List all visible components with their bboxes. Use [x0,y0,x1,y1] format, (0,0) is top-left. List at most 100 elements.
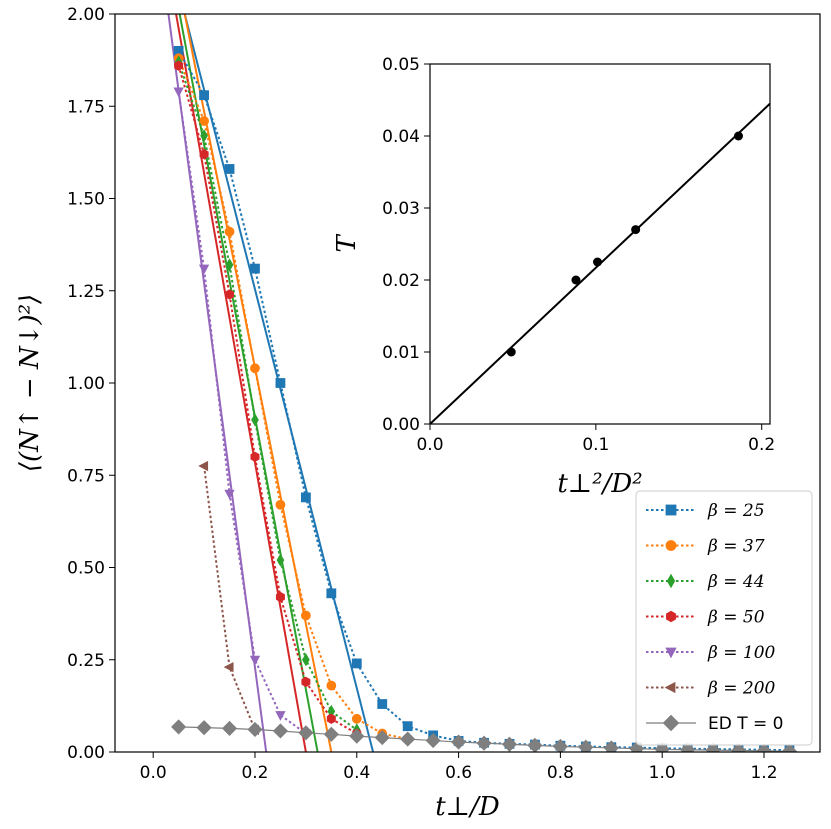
y-tick-label: 0.75 [67,466,105,486]
y-tick-label: 1.00 [67,374,105,394]
inset-x-axis-label: t⊥²/D² [557,469,642,499]
inset-y-tick-label: 0.00 [382,415,420,435]
y-tick-label: 1.50 [67,190,105,210]
data-point [300,610,311,621]
data-point [275,711,286,721]
y-tick-label: 0.25 [67,651,105,671]
data-point [275,499,286,510]
inset-plot: 0.0 0.1 0.2 0.00 0.01 0.02 0.03 0.04 0.05 t⊥²/D… [332,55,775,499]
legend-marker [664,681,676,694]
data-point [425,732,441,749]
fit-line-series-3 [175,14,307,752]
main-plot: 0.0 0.2 0.4 0.6 0.8 1.0 1.2 0.00 0.25 0.50 0.75 1.… [15,5,821,822]
legend-entry: β = 44 [646,572,765,592]
x-tick-label: 1.2 [750,763,777,783]
y-tick-label: 0.00 [67,743,105,763]
data-point [225,258,234,272]
data-point [402,721,413,732]
legend-label: β = 200 [707,679,776,699]
data-point [705,742,721,752]
data-point [323,726,339,742]
inset-y-tick-label: 0.02 [382,271,420,291]
legend-label: β = 37 [707,537,765,557]
legend-entry: β = 200 [646,679,776,699]
data-point [249,655,261,666]
series-3 [174,60,362,739]
legend-entry: ED T = 0 [646,714,784,734]
series-2 [174,55,361,737]
data-point [603,740,619,752]
data-point [199,116,209,126]
data-point [275,378,286,388]
data-point [326,680,337,691]
data-point [221,720,238,736]
inset-y-tick-label: 0.01 [382,343,420,363]
legend-label: β = 25 [707,501,765,521]
inset-y-tick-label: 0.03 [382,199,420,219]
data-point [351,658,362,669]
data-point [351,713,362,724]
data-point [730,742,747,752]
data-point [223,661,234,673]
data-point [451,734,467,750]
legend-marker [666,610,676,623]
main-y-axis: 0.00 0.25 0.50 0.75 1.00 1.25 1.50 1.75 2.00 [67,5,115,763]
data-point [301,676,311,688]
series-line-5 [203,465,256,731]
legend-box [635,490,813,746]
legend-marker [662,714,680,732]
legend: β = 25 β = 37 β = 44 β = 50 β = 100 β = 200 ED… [635,490,813,746]
data-point [272,723,288,739]
inset-series-layer [430,102,770,424]
data-point [200,129,208,143]
inset-x-axis: 0.0 0.1 0.2 [416,424,775,455]
inset-background [430,64,770,424]
legend-marker [665,504,677,516]
data-point [250,263,260,274]
series-line-2 [177,61,358,731]
series-5 [198,460,259,736]
data-point [756,743,772,752]
x-tick-label: 0.0 [140,763,167,783]
x-tick-label: 0.6 [445,763,472,783]
series-line-3 [177,65,358,735]
x-tick-label: 1.0 [649,763,676,783]
inset-data-point [631,225,641,235]
data-point [374,730,390,746]
legend-entry: β = 25 [646,501,765,521]
inset-x-tick-label: 0.0 [416,435,443,455]
data-point [300,492,311,503]
data-point [251,413,259,427]
x-tick-label: 0.2 [241,763,268,783]
inset-y-axis: 0.00 0.01 0.02 0.03 0.04 0.05 [382,55,430,435]
legend-marker [665,647,677,659]
data-point [198,460,209,472]
data-point [171,719,187,735]
data-point [275,591,285,603]
inset-data-point [593,257,603,267]
data-point [400,731,416,747]
data-point [225,289,235,300]
main-y-axis-label: ⟨(N↑ − N↓)²⟩ [15,294,45,472]
data-point [552,738,568,752]
legend-entry: β = 100 [646,643,776,663]
data-point [629,741,645,752]
series-6 [171,719,798,752]
data-point [250,363,260,374]
series-4 [173,87,312,740]
inset-x-tick-label: 0.2 [748,435,775,455]
legend-marker [666,573,676,589]
inset-data-point [506,347,516,357]
x-tick-label: 0.8 [547,763,574,783]
y-tick-label: 0.50 [67,559,105,579]
main-x-axis: 0.0 0.2 0.4 0.6 0.8 1.0 1.2 [140,752,778,783]
data-point [680,742,696,752]
data-point [276,553,285,567]
data-point [224,226,235,237]
main-series-layer [167,14,798,752]
data-point [349,728,365,744]
legend-label: ED T = 0 [708,714,784,734]
inset-data-point [571,275,581,285]
fit-line-series-4 [167,14,268,752]
legend-label: β = 100 [707,643,776,663]
